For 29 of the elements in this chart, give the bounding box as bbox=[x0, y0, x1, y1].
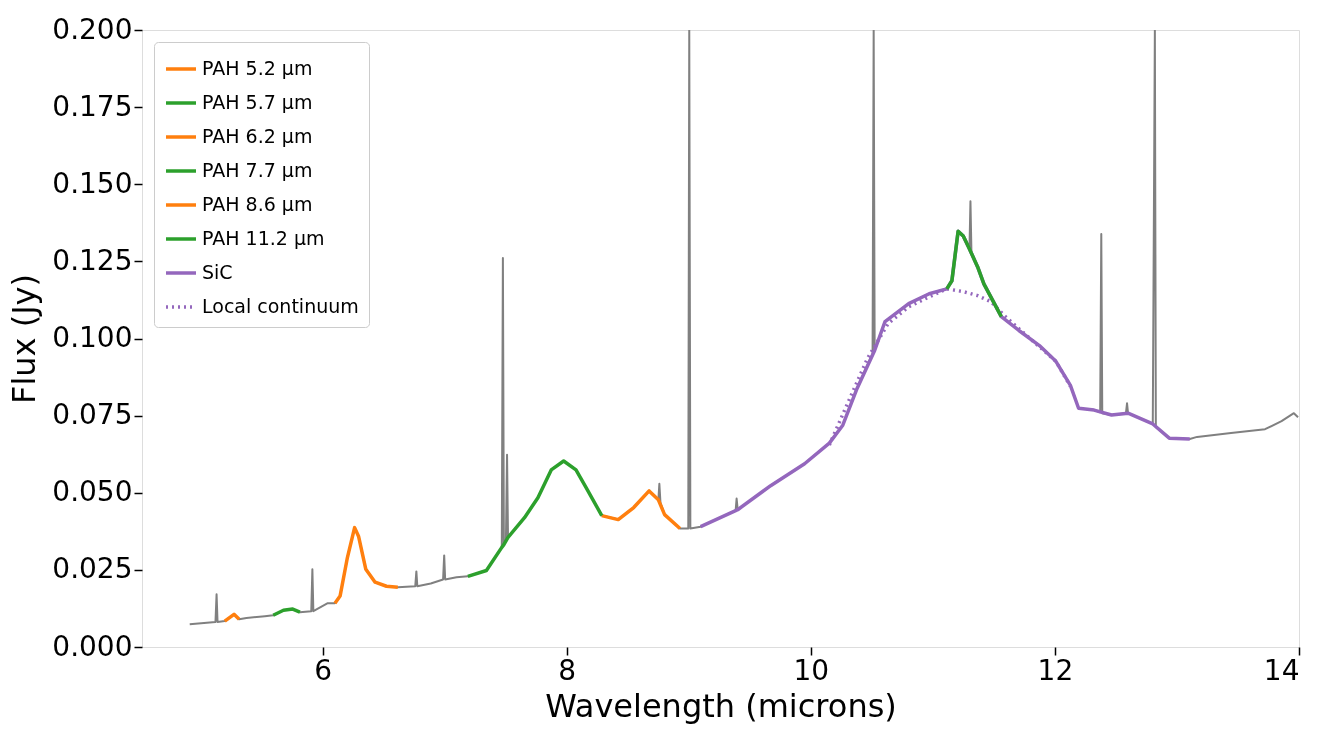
line-series bbox=[945, 229, 1004, 319]
y-tick-label: 0.075 bbox=[52, 398, 133, 432]
y-tick-label: 0.025 bbox=[52, 552, 133, 586]
y-tick-label: 0.150 bbox=[52, 166, 133, 200]
x-axis-title: Wavelength (microns) bbox=[545, 686, 897, 725]
legend-label: PAH 11.2 μm bbox=[202, 227, 325, 249]
x-tick-label: 8 bbox=[558, 653, 577, 687]
y-tick-label: 0.200 bbox=[52, 12, 133, 46]
x-tick-label: 10 bbox=[793, 653, 830, 687]
line-series bbox=[333, 525, 400, 605]
legend-label: SiC bbox=[202, 261, 233, 283]
x-tick-label: 12 bbox=[1037, 653, 1074, 687]
x-tick-label: 14 bbox=[1263, 653, 1300, 687]
legend-label: PAH 5.2 μm bbox=[202, 57, 313, 79]
line-series bbox=[600, 489, 682, 531]
line-series bbox=[466, 459, 604, 579]
legend-label: PAH 8.6 μm bbox=[202, 193, 313, 215]
y-tick-label: 0.100 bbox=[52, 321, 133, 354]
x-tick-label: 6 bbox=[314, 653, 333, 687]
y-axis-title: Flux (Jy) bbox=[5, 273, 44, 405]
legend-label: PAH 6.2 μm bbox=[202, 125, 313, 147]
y-tick-label: 0.000 bbox=[52, 629, 133, 663]
legend-label: PAH 5.7 μm bbox=[202, 91, 313, 113]
legend-label: Local continuum bbox=[202, 295, 359, 317]
y-tick-label: 0.175 bbox=[52, 89, 133, 123]
y-tick-label: 0.050 bbox=[52, 475, 133, 509]
legend-label: PAH 7.7 μm bbox=[202, 159, 313, 181]
y-tick-label: 0.125 bbox=[52, 243, 133, 277]
line-series bbox=[271, 607, 302, 617]
